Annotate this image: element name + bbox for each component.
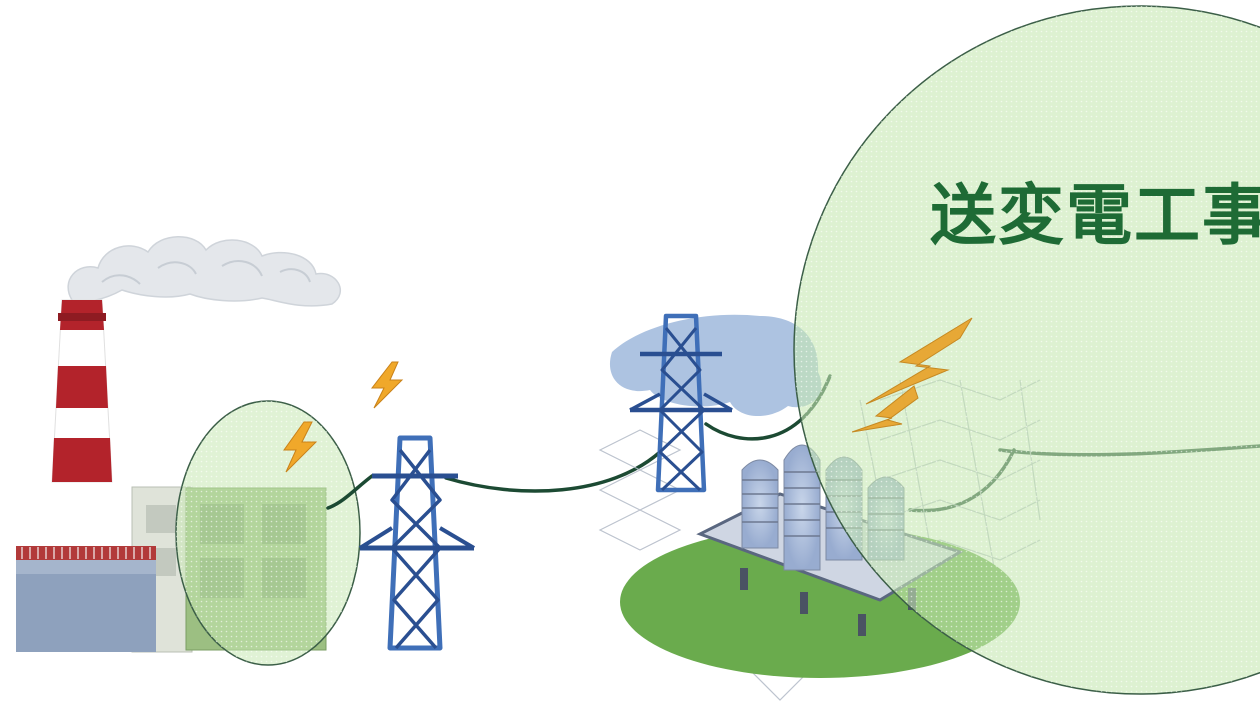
lightning-bolt-icon — [283, 361, 404, 473]
transmission-tower-icon — [629, 313, 733, 493]
chimney-icon — [51, 299, 113, 483]
transmission-tower-icon — [358, 435, 476, 651]
lightning-bolt-icon — [851, 317, 973, 433]
smoke-icon — [67, 236, 342, 307]
